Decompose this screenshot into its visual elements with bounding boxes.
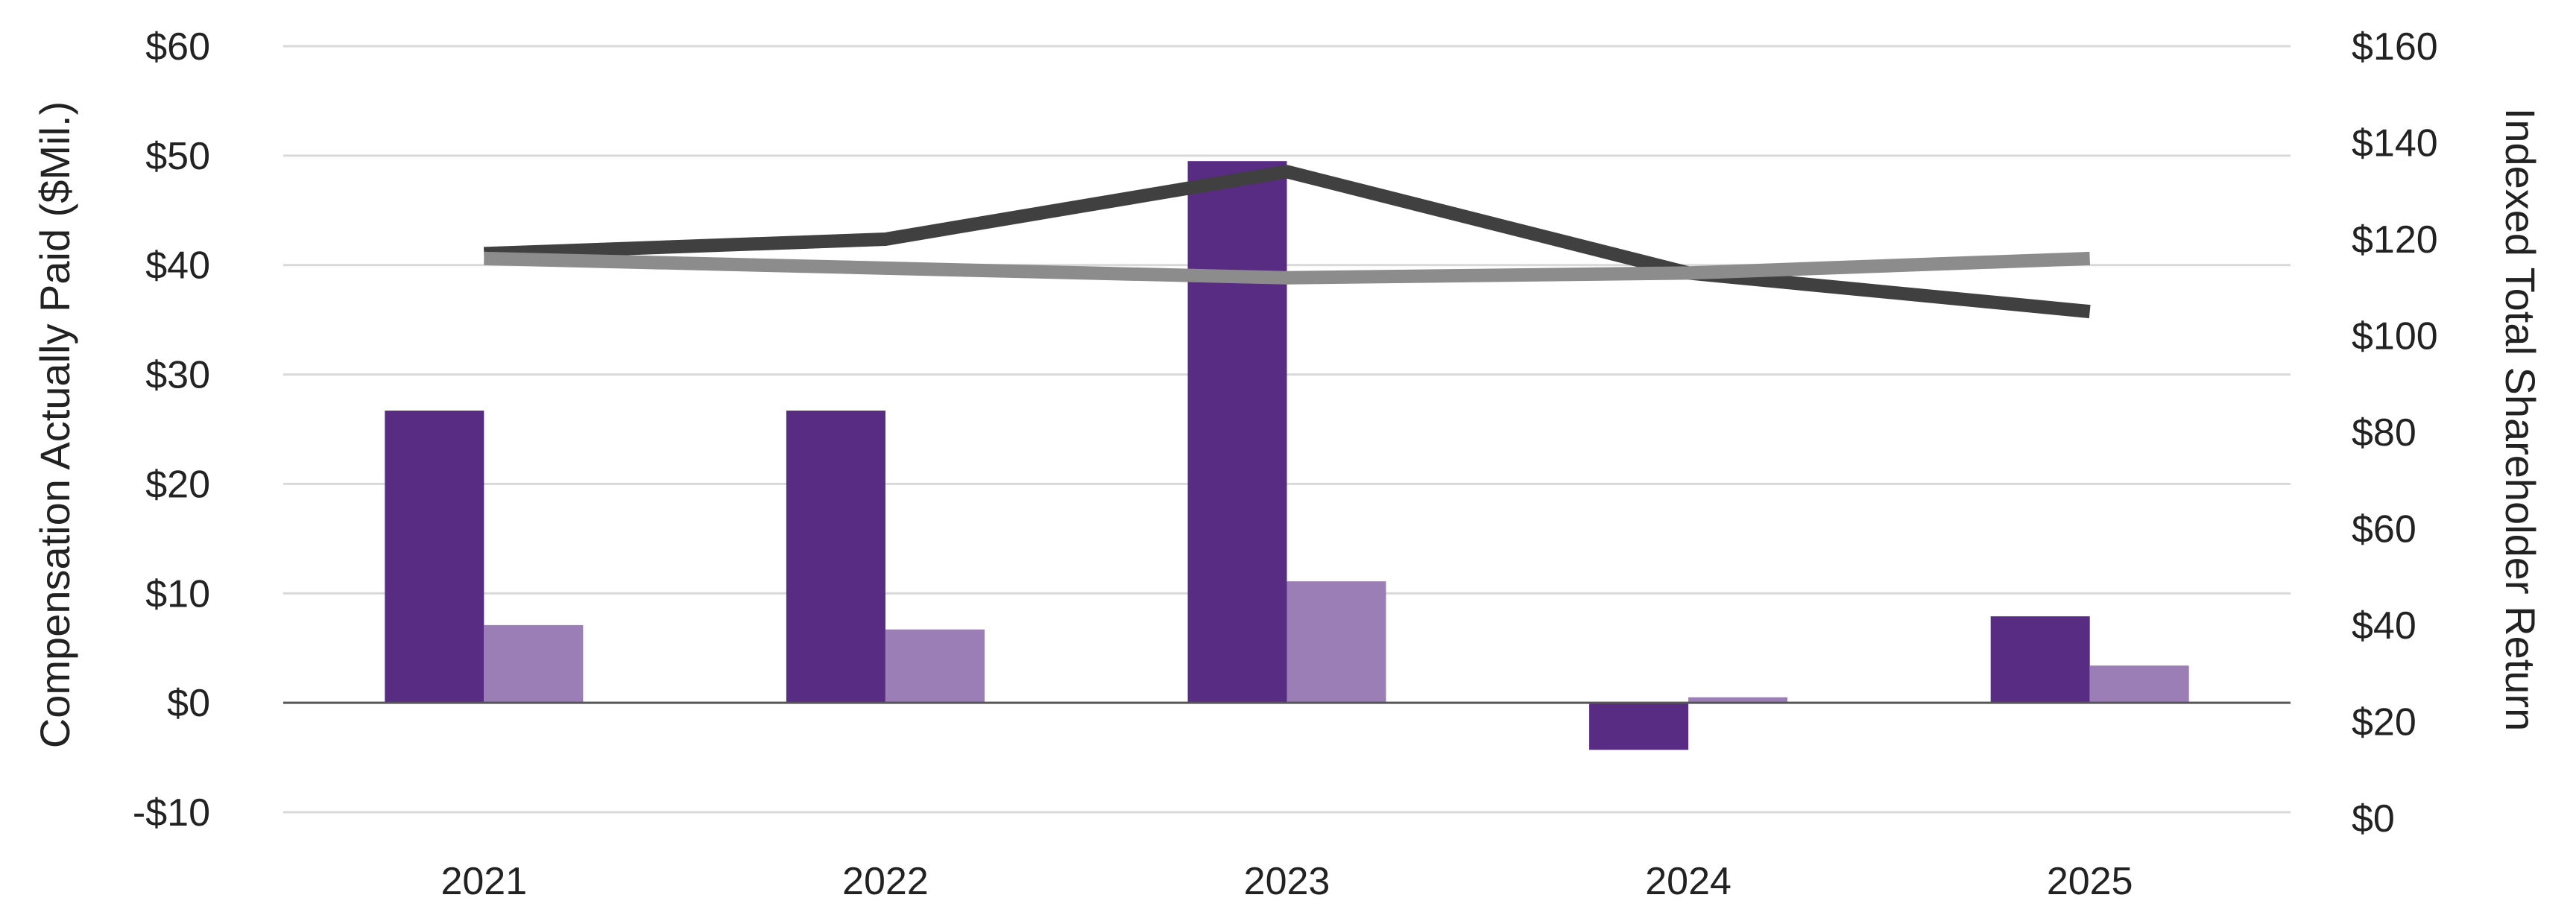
- y2-tick-label: $140: [2352, 122, 2438, 165]
- y2-tick-label: $0: [2352, 797, 2395, 841]
- bar-series1-2022: [786, 411, 886, 703]
- bar-series2-2021: [484, 624, 584, 703]
- y2-tick-label: $120: [2352, 218, 2438, 262]
- bar-series1-2025: [1990, 616, 2090, 703]
- y2-tick-label: $60: [2352, 508, 2416, 551]
- lines: [483, 165, 2091, 319]
- y2-tick-label: $100: [2352, 315, 2438, 358]
- y-tick-label: $60: [145, 25, 210, 69]
- x-tick-label-2025: 2025: [2047, 860, 2133, 903]
- bar-series1-2023: [1187, 161, 1287, 703]
- y2-tick-label: $160: [2352, 25, 2438, 69]
- y-tick-label: $0: [167, 682, 210, 725]
- y2-tick-label: $80: [2352, 411, 2416, 455]
- y-tick-label: -$10: [133, 791, 210, 835]
- tick-labels: $60 $50 $40 $30 $20 $10 $0 -$10 $160 $140 $120 $100…: [133, 25, 2438, 903]
- y2-axis-title: Indexed Total Shareholder Return: [2497, 108, 2544, 731]
- y-tick-label: $40: [145, 244, 210, 288]
- y2-tick-label: $20: [2352, 701, 2416, 744]
- x-tick-label-2023: 2023: [1244, 860, 1330, 903]
- x-tick-label-2021: 2021: [441, 860, 527, 903]
- bar-series2-2023: [1287, 581, 1386, 703]
- bar-series2-2022: [885, 629, 985, 703]
- y-tick-label: $30: [145, 354, 210, 397]
- bar-series1-2024: [1589, 703, 1689, 750]
- y-tick-label: $50: [145, 135, 210, 178]
- bars: [385, 161, 2189, 750]
- bar-series1-2021: [385, 411, 484, 703]
- x-tick-label-2024: 2024: [1645, 860, 1731, 903]
- bar-series2-2025: [2089, 665, 2189, 703]
- bar-series2-2024: [1688, 697, 1788, 703]
- y-tick-label: $10: [145, 572, 210, 615]
- y-tick-label: $20: [145, 463, 210, 506]
- y2-tick-label: $40: [2352, 604, 2416, 648]
- x-tick-label-2022: 2022: [842, 860, 929, 903]
- y-axis-title: Compensation Actually Paid ($Mil.): [31, 101, 78, 748]
